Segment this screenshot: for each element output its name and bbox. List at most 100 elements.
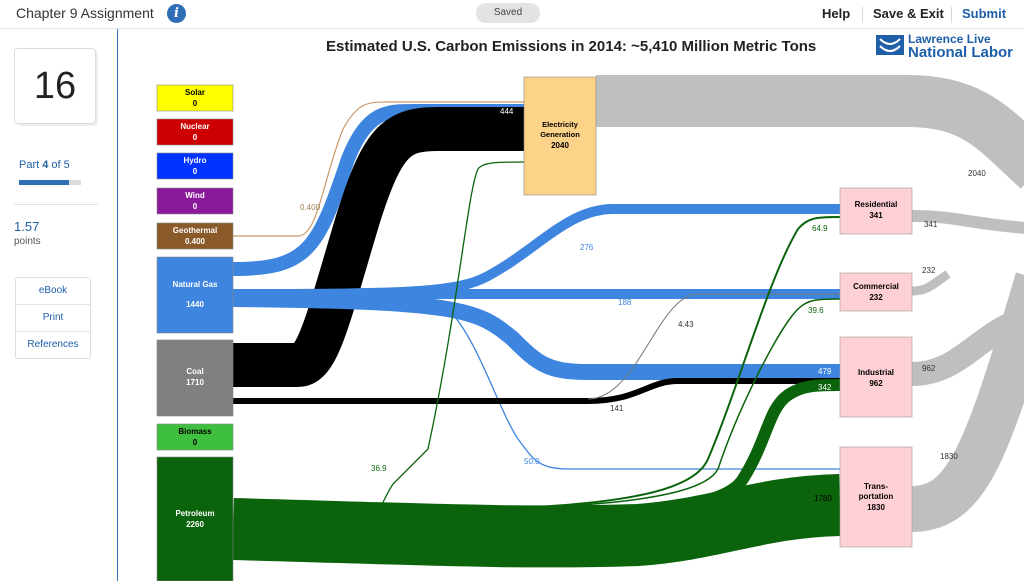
flow-geothermal-to-electricity <box>233 101 524 237</box>
source-solar-value: 0 <box>193 99 198 108</box>
label-gas-to-ind: 479 <box>818 367 832 376</box>
source-petroleum-value: 2260 <box>186 520 204 529</box>
source-box-solar <box>156 84 234 112</box>
references-link[interactable]: References <box>27 339 79 350</box>
source-nuclear-name: Nuclear <box>180 122 209 131</box>
source-box-geothermal <box>156 222 234 250</box>
llnl-logo-mark <box>879 38 901 52</box>
source-coal-name: Coal <box>186 367 203 376</box>
source-box-nuclear <box>156 118 234 146</box>
sector-boxes: Residential 341 Commercial 232 Industria… <box>839 187 913 548</box>
help-button[interactable]: Help <box>822 6 851 21</box>
print-link[interactable]: Print <box>16 305 90 332</box>
info-icon[interactable]: i <box>167 4 186 23</box>
label-pet-to-elec: 36.9 <box>371 464 387 473</box>
flow-coal-to-electricity <box>233 107 524 387</box>
flow-residential-output <box>911 210 1024 234</box>
question-number[interactable]: 16 <box>14 48 96 124</box>
assignment-title: Chapter 9 Assignment <box>16 5 154 21</box>
flow-coal-to-commercial <box>587 293 840 400</box>
save-exit-button[interactable]: Save & Exit <box>873 6 944 21</box>
sector-transportation-value: 1830 <box>867 503 885 512</box>
label-pet-to-trans: 1780 <box>814 494 832 503</box>
flow-commercial-output <box>911 270 951 296</box>
source-petroleum-name: Petroleum <box>175 509 214 518</box>
sankey-svg: Estimated U.S. Carbon Emissions in 2014:… <box>156 32 1024 581</box>
flow-gas-to-industrial <box>232 291 840 380</box>
part-suffix: of 5 <box>48 159 70 171</box>
top-bar: Chapter 9 Assignment i Saved Help Save &… <box>0 0 1024 29</box>
part-indicator[interactable]: Part 4 of 5 <box>19 159 70 171</box>
toolbar-divider <box>951 7 952 23</box>
flow-petroleum-to-commercial <box>347 298 841 514</box>
sector-transportation-name-1: Trans- <box>864 482 888 491</box>
sector-box-transportation <box>839 446 913 548</box>
sector-commercial-name: Commercial <box>853 282 899 291</box>
output-flows <box>596 75 1024 532</box>
points-value: 1.57 <box>14 219 40 234</box>
question-sidebar: 16 Part 4 of 5 1.57 points eBook Print R… <box>0 29 118 581</box>
sector-commercial-value: 232 <box>869 293 883 302</box>
label-coal-direct: 141 <box>610 404 624 413</box>
sector-box-commercial <box>839 272 913 312</box>
electricity-name-line-2: Generation <box>540 130 580 139</box>
source-wind-value: 0 <box>193 202 198 211</box>
source-geothermal-value: 0.400 <box>185 237 206 246</box>
ebook-link[interactable]: eBook <box>16 278 90 305</box>
source-natural-gas-name: Natural Gas <box>173 280 218 289</box>
source-biomass-value: 0 <box>193 438 198 447</box>
source-biomass-name: Biomass <box>178 427 212 436</box>
label-ind-out: 962 <box>922 364 936 373</box>
label-pet-to-res: 64.9 <box>812 224 828 233</box>
electricity-name-line-1: Electricity <box>542 120 579 129</box>
label-com-out: 232 <box>922 266 936 275</box>
source-geothermal-name: Geothermal <box>173 226 217 235</box>
part-prefix: Part <box>19 159 43 171</box>
flow-coal-to-industrial <box>233 378 840 404</box>
carbon-emissions-sankey-diagram: Estimated U.S. Carbon Emissions in 2014:… <box>118 29 1024 581</box>
label-coal-to-elec: 1560 <box>498 140 516 149</box>
saved-status-badge: Saved <box>476 3 540 23</box>
part-current: 4 <box>42 159 49 171</box>
label-geothermal-to-elec: 0.400 <box>300 203 321 212</box>
source-box-petroleum <box>156 456 234 581</box>
label-gas-to-com: 188 <box>618 298 632 307</box>
sector-transportation-name-2: portation <box>859 492 894 501</box>
submit-button[interactable]: Submit <box>962 6 1007 21</box>
label-trans-out: 1830 <box>940 452 958 461</box>
label-coal-to-com: 4.43 <box>678 320 694 329</box>
logo-line-2: National Labor <box>908 44 1013 61</box>
source-coal-value: 1710 <box>186 378 204 387</box>
label-gas-to-elec: 444 <box>500 107 514 116</box>
logo-line-1: Lawrence Live <box>908 32 991 46</box>
label-gas-to-res: 276 <box>580 243 594 252</box>
label-coal-to-ind: 342 <box>818 383 832 392</box>
flow-gas-to-electricity <box>232 103 524 276</box>
flow-labels: 0.400 444 1560 276 188 479 342 4.43 141 … <box>300 107 986 503</box>
sector-residential-value: 341 <box>869 211 883 220</box>
source-box-coal <box>156 339 234 417</box>
part-progress-fill <box>19 180 69 185</box>
source-box-biomass <box>156 423 234 451</box>
diagram-title: Estimated U.S. Carbon Emissions in 2014:… <box>326 38 816 55</box>
input-flows <box>232 101 842 568</box>
resource-links: eBook Print References <box>15 277 91 359</box>
sidebar-divider <box>14 204 98 205</box>
source-hydro-value: 0 <box>193 167 198 176</box>
source-box-natural-gas <box>156 256 234 334</box>
points-label: points <box>14 236 41 247</box>
label-pet-to-com: 39.6 <box>808 306 824 315</box>
source-box-wind <box>156 187 234 215</box>
label-elec-out: 2040 <box>968 169 986 178</box>
flow-transportation-output <box>910 272 1024 532</box>
flow-electricity-output <box>596 75 1024 189</box>
sector-residential-name: Residential <box>855 200 898 209</box>
sector-box-residential <box>839 187 913 235</box>
label-gas-to-trans: 50.0 <box>524 457 540 466</box>
sector-box-industrial <box>839 336 913 418</box>
electricity-generation-box <box>523 76 597 196</box>
source-hydro-name: Hydro <box>183 156 206 165</box>
electricity-value: 2040 <box>551 141 569 150</box>
source-boxes: Solar 0 Nuclear 0 Hydro 0 Wind 0 Geother… <box>156 84 234 581</box>
sector-industrial-value: 962 <box>869 379 883 388</box>
